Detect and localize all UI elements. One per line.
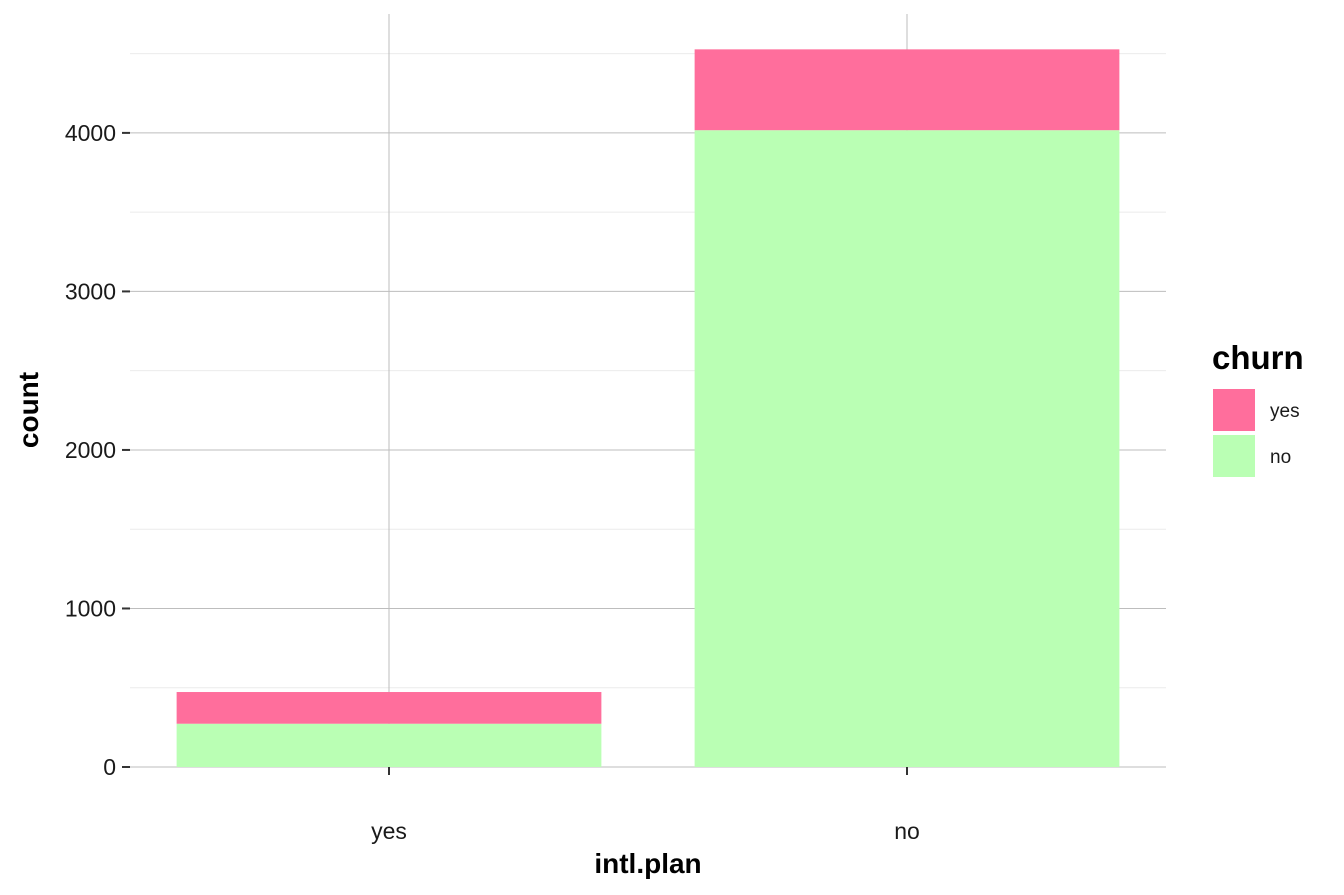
y-axis-title: count bbox=[13, 372, 44, 448]
x-tick-label: yes bbox=[371, 818, 407, 844]
bar-no-churn-yes bbox=[694, 49, 1120, 131]
bar-yes-churn-yes bbox=[176, 692, 602, 724]
y-tick-label: 2000 bbox=[65, 437, 116, 463]
bar-yes-churn-no bbox=[176, 723, 602, 767]
legend-title: churn bbox=[1212, 339, 1304, 376]
x-axis-title: intl.plan bbox=[594, 848, 701, 879]
legend-label-yes: yes bbox=[1270, 401, 1300, 422]
y-tick-label: 4000 bbox=[65, 120, 116, 146]
y-tick-label: 3000 bbox=[65, 278, 116, 304]
legend-label-no: no bbox=[1270, 447, 1291, 468]
legend-key-yes bbox=[1213, 389, 1255, 431]
axes: 0 1000 2000 3000 4000 yes no bbox=[65, 120, 920, 844]
legend-key-no bbox=[1213, 435, 1255, 477]
y-tick-label: 1000 bbox=[65, 595, 116, 621]
bars bbox=[176, 49, 1120, 768]
y-tick-label: 0 bbox=[103, 754, 116, 780]
bar-no-churn-no bbox=[694, 130, 1120, 768]
legend: churn yes no bbox=[1212, 339, 1304, 477]
x-tick-label: no bbox=[894, 818, 920, 844]
